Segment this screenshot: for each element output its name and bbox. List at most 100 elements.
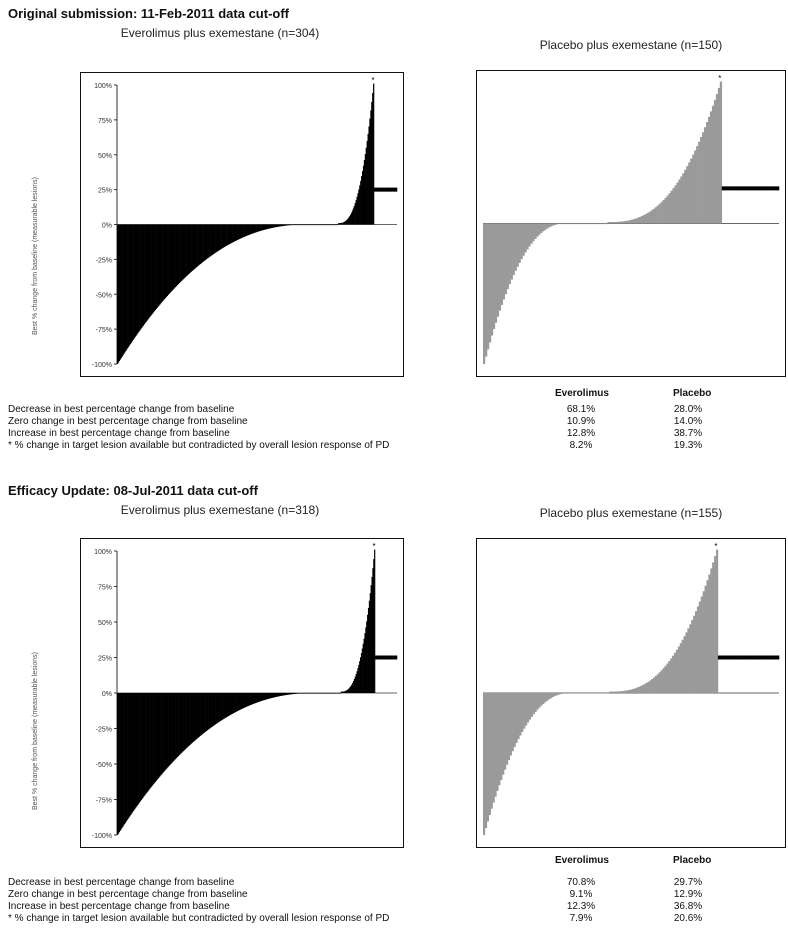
pd-marker (381, 655, 383, 660)
pd-marker (777, 655, 780, 660)
waterfall-bar (498, 223, 502, 311)
pd-marker (754, 655, 757, 660)
pd-marker (735, 655, 738, 660)
waterfall-bar (297, 224, 299, 226)
waterfall-bar (228, 693, 231, 716)
waterfall-bar (363, 160, 366, 225)
waterfall-bar (199, 224, 202, 264)
waterfall-bar (313, 693, 315, 694)
pd-marker (394, 655, 396, 660)
pd-marker (744, 655, 747, 660)
waterfall-bar (204, 693, 206, 733)
stats-value-placebo: 36.8% (673, 901, 703, 912)
waterfall-bar (187, 224, 189, 276)
pd-marker (378, 655, 380, 660)
waterfall-bar (159, 693, 161, 777)
waterfall-bar (599, 223, 602, 225)
y-tick-label: 100% (94, 83, 112, 90)
waterfall-bar (310, 224, 312, 226)
waterfall-bar (540, 693, 543, 706)
waterfall-bar (630, 689, 633, 693)
waterfall-bar (368, 600, 371, 693)
waterfall-bar (704, 127, 707, 224)
waterfall-bar (321, 693, 323, 694)
waterfall-bar (181, 224, 183, 281)
waterfall-bar (312, 224, 314, 226)
waterfall-bar (280, 224, 283, 227)
waterfall-bar (338, 223, 341, 225)
waterfall-bar (490, 693, 493, 809)
pd-marker (755, 186, 758, 191)
waterfall-bar (492, 693, 495, 803)
waterfall-bar (186, 693, 188, 748)
waterfall-bar (532, 693, 535, 715)
waterfall-bar (654, 207, 657, 224)
waterfall-bar (210, 693, 212, 728)
waterfall-bar (328, 693, 330, 694)
waterfall-bar (597, 693, 600, 694)
waterfall-bar (199, 693, 201, 736)
waterfall-bar (319, 693, 321, 694)
waterfall-bar (133, 224, 135, 339)
waterfall-bar (371, 576, 373, 693)
waterfall-bar (578, 693, 581, 694)
stats-value-everolimus: 12.3% (566, 901, 596, 912)
stats-value-everolimus: 12.8% (566, 428, 596, 439)
waterfall-bar (702, 132, 705, 224)
waterfall-bar (169, 693, 172, 765)
section-title-original: Original submission: 11-Feb-2011 data cu… (8, 6, 290, 21)
waterfall-bar (540, 223, 543, 233)
waterfall-bar (484, 223, 488, 357)
waterfall-bar (601, 693, 604, 694)
waterfall-bar (651, 679, 654, 693)
pd-marker (740, 655, 744, 660)
waterfall-bar (621, 221, 624, 224)
waterfall-bar (577, 223, 580, 225)
waterfall-bar (234, 693, 237, 713)
waterfall-bar (263, 224, 265, 230)
waterfall-bar (698, 141, 701, 224)
waterfall-bar (192, 693, 194, 742)
waterfall-bar (137, 224, 139, 334)
pd-marker (375, 655, 378, 660)
waterfall-bar (251, 693, 253, 705)
waterfall-bar (259, 224, 261, 231)
waterfall-bar (666, 663, 669, 693)
waterfall-bar (294, 224, 296, 226)
waterfall-bar (319, 224, 321, 226)
waterfall-bar (515, 693, 518, 743)
waterfall-bar (648, 211, 652, 224)
waterfall-bar (349, 216, 351, 225)
waterfall-bar (355, 674, 357, 693)
waterfall-bar (551, 693, 554, 698)
waterfall-bar (353, 205, 355, 225)
waterfall-bar (285, 224, 287, 226)
waterfall-bar (670, 658, 673, 693)
waterfall-bar (483, 693, 486, 835)
waterfall-bar (634, 218, 638, 224)
waterfall-bar (483, 223, 486, 364)
stats-table-update: Everolimus Placebo Decrease in best perc… (8, 855, 778, 943)
pd-marker (390, 655, 393, 660)
pd-marker (729, 655, 732, 660)
waterfall-bar (138, 224, 140, 333)
waterfall-bar (227, 693, 230, 717)
waterfall-bar (269, 693, 271, 699)
y-tick-label: -25% (96, 257, 112, 264)
waterfall-bar (172, 693, 174, 762)
waterfall-bar (650, 210, 654, 224)
pd-marker (729, 186, 732, 191)
waterfall-bar (346, 689, 348, 693)
waterfall-bar (365, 147, 367, 225)
waterfall-bar (273, 224, 275, 228)
waterfall-bar (586, 693, 589, 694)
max-marker: * (714, 542, 717, 551)
waterfall-bar (270, 693, 272, 699)
waterfall-bar (660, 670, 663, 693)
pd-marker (387, 187, 390, 192)
waterfall-bar (315, 224, 318, 226)
waterfall-bar (131, 224, 133, 342)
pd-marker (759, 655, 763, 660)
waterfall-bar (316, 224, 319, 226)
waterfall-bar (229, 693, 231, 716)
